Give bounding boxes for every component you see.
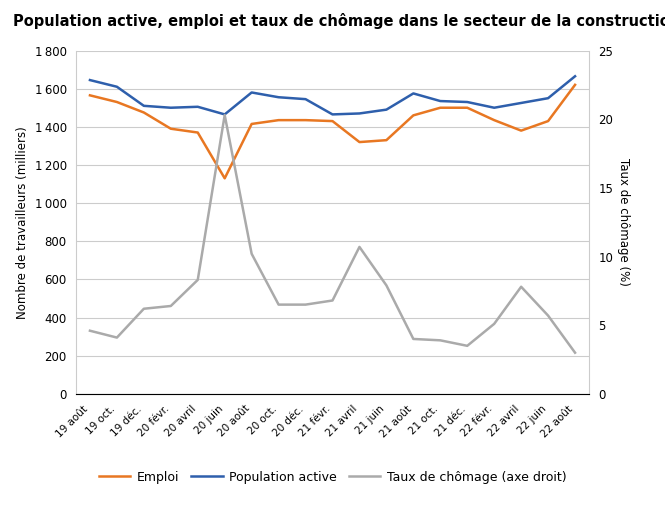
Population active [356,111,364,117]
Population active [167,105,175,111]
Population active [436,98,444,104]
Emploi [356,139,364,145]
Emploi [275,117,283,123]
Taux de chômage (axe droit) [410,336,418,342]
Population active [86,77,94,83]
Taux de chômage (axe droit) [517,284,525,290]
Taux de chômage (axe droit) [247,251,255,257]
Emploi [571,82,579,88]
Emploi [382,137,390,143]
Line: Population active: Population active [90,76,575,115]
Emploi [517,128,525,134]
Taux de chômage (axe droit) [544,313,552,319]
Taux de chômage (axe droit) [86,328,94,334]
Taux de chômage (axe droit) [329,297,336,304]
Taux de chômage (axe droit) [490,321,498,327]
Population active [464,99,471,105]
Population active [329,112,336,118]
Taux de chômage (axe droit) [194,277,201,283]
Taux de chômage (axe droit) [140,306,148,312]
Line: Taux de chômage (axe droit): Taux de chômage (axe droit) [90,115,575,352]
Line: Emploi: Emploi [90,85,575,178]
Emploi [301,117,309,123]
Taux de chômage (axe droit) [167,303,175,309]
Taux de chômage (axe droit) [571,349,579,356]
Emploi [140,110,148,116]
Text: Population active, emploi et taux de chômage dans le secteur de la construction : Population active, emploi et taux de chô… [13,13,665,29]
Population active [517,100,525,106]
Population active [571,73,579,79]
Emploi [544,118,552,124]
Population active [410,90,418,96]
Population active [140,103,148,109]
Population active [490,105,498,111]
Emploi [464,105,471,111]
Population active [113,84,121,90]
Population active [247,89,255,95]
Taux de chômage (axe droit) [221,112,229,118]
Legend: Emploi, Population active, Taux de chômage (axe droit): Emploi, Population active, Taux de chôma… [94,466,571,489]
Population active [275,94,283,100]
Emploi [410,112,418,118]
Emploi [113,99,121,105]
Emploi [490,117,498,123]
Taux de chômage (axe droit) [382,282,390,288]
Taux de chômage (axe droit) [464,343,471,349]
Emploi [194,129,201,135]
Y-axis label: Taux de chômage (%): Taux de chômage (%) [617,158,630,286]
Emploi [436,105,444,111]
Population active [544,95,552,101]
Population active [382,107,390,113]
Taux de chômage (axe droit) [113,334,121,340]
Population active [194,104,201,110]
Emploi [86,92,94,98]
Emploi [329,118,336,124]
Taux de chômage (axe droit) [436,337,444,343]
Emploi [247,121,255,127]
Y-axis label: Nombre de travailleurs (milliers): Nombre de travailleurs (milliers) [16,126,29,319]
Emploi [221,175,229,181]
Taux de chômage (axe droit) [275,301,283,308]
Population active [301,96,309,102]
Taux de chômage (axe droit) [356,244,364,250]
Emploi [167,126,175,132]
Taux de chômage (axe droit) [301,301,309,308]
Population active [221,112,229,118]
